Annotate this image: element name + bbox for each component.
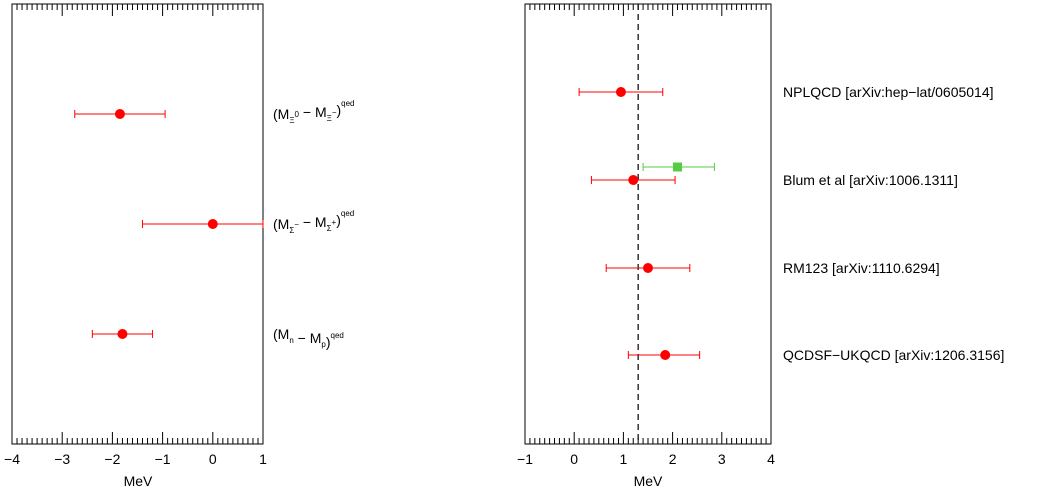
data-point [590,175,676,185]
circle-marker [643,263,653,273]
circle-marker [660,350,671,360]
data-point [142,219,264,229]
square-marker [673,162,683,172]
data-point [74,109,166,119]
x-tick-label: 2 [669,451,677,467]
data-point [605,263,691,273]
label-part: − M [294,330,322,346]
label-part: − M [299,104,327,120]
label-part: + [332,218,337,227]
x-axis-title: MeV [634,473,663,489]
label-part: Σ [327,224,332,233]
point-label: QCDSF−UKQCD [arXiv:1206.3156] [783,347,1004,363]
circle-marker [117,329,128,339]
x-tick-label: −2 [104,451,120,467]
point-label: (MΞ0 − MΞ−)qed [273,99,355,125]
label-part: qed [341,99,354,108]
label-part: p [321,340,326,349]
label-part: − [332,108,337,117]
x-axis-title: MeV [124,473,153,489]
x-tick-label: 0 [209,451,217,467]
plot-frame [524,3,772,445]
data-point [642,162,715,172]
x-tick-label: 0 [570,451,578,467]
label-part: n [289,336,293,345]
label-part: Σ [289,226,294,235]
label-part: ) [326,334,331,350]
label-part: (M [273,106,289,122]
label-part: qed [331,331,344,340]
data-point [91,329,154,339]
label-part: − M [299,214,327,230]
data-point [627,350,701,360]
label-part: (M [273,326,289,342]
label-part: (M [273,216,289,232]
circle-marker [615,87,626,97]
x-tick-label: −1 [155,451,171,467]
label-part: Ξ [289,116,294,125]
point-label: NPLQCD [arXiv:hep−lat/0605014] [783,84,994,100]
label-part: 0 [295,110,300,119]
x-tick-label: 1 [620,451,628,467]
x-tick-label: 4 [767,451,775,467]
label-part: qed [341,209,354,218]
x-tick-label: 3 [718,451,726,467]
x-tick-label: 1 [259,451,267,467]
point-label: Blum et al [arXiv:1006.1311] [783,172,958,188]
x-tick-label: −1 [517,451,533,467]
circle-marker [628,175,639,185]
x-tick-label: −4 [4,451,20,467]
label-part: ) [336,212,341,228]
point-label: RM123 [arXiv:1110.6294] [783,260,940,276]
circle-marker [207,219,218,229]
point-label: (MΣ− − MΣ+)qed [273,209,354,235]
circle-marker [114,109,125,119]
label-part: Ξ [327,114,332,123]
data-point [578,87,664,97]
point-label: (Mn − Mp)qed [273,326,344,350]
label-part: ) [336,102,341,118]
label-part: − [294,220,299,229]
right-chart-panel: −1 0 1 2 3 4 MeV NPLQCD [arXiv:hep−lat/0605014]… [517,3,1004,489]
x-tick-label: −3 [54,451,70,467]
